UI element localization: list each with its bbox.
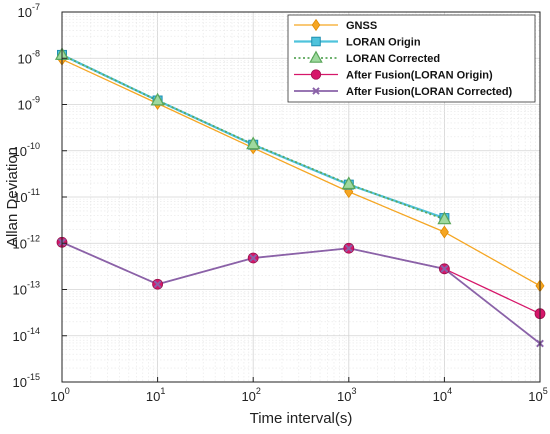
data-point (440, 264, 449, 273)
data-point-stroke (440, 264, 449, 273)
data-point (249, 254, 258, 262)
axis-ticks: 100 101 102 103 104 105 10-15 10-14 10-13 10-12 10… (13, 2, 548, 404)
data-point (439, 225, 449, 239)
x-tick-label: 101 (146, 386, 165, 404)
data-point-stroke (153, 280, 162, 289)
legend-marker (311, 36, 321, 47)
x-tick-label: 104 (433, 386, 452, 404)
y-axis-title: Allan Deviation (4, 147, 21, 247)
series-line-4 (61, 241, 541, 345)
data-point (344, 244, 353, 253)
x-tick-label: 105 (528, 386, 547, 404)
x-tick-label: 102 (241, 386, 260, 404)
x-tick-label: 100 (50, 386, 69, 404)
data-point-stroke (249, 254, 258, 262)
legend-box (287, 14, 536, 103)
y-tick-label: 10-8 (18, 48, 40, 66)
legend-marker (309, 50, 323, 63)
legend-label: LORAN Origin (346, 37, 421, 49)
y-tick-label: 10-12 (13, 233, 40, 251)
legend-label: GNSS (346, 20, 377, 32)
y-tick-label: 10-9 (18, 95, 40, 113)
x-axis-title: Time interval(s) (250, 410, 353, 427)
data-point (153, 280, 162, 289)
legend-marker (311, 18, 321, 32)
legend-marker-stroke (312, 87, 320, 95)
y-tick-label: 10-11 (13, 187, 40, 205)
y-tick-label: 10-14 (13, 326, 40, 344)
y-tick-label: 10-15 (13, 372, 40, 390)
legend-marker (312, 87, 320, 95)
legend: GNSS LORAN Origin LORAN Corrected After Fus… (287, 14, 536, 103)
y-tick-label: 10-10 (13, 141, 40, 159)
series-markers (54, 47, 546, 348)
legend-label: After Fusion(LORAN Corrected) (346, 86, 513, 98)
data-point (437, 211, 452, 225)
data-point (341, 176, 356, 190)
legend-marker (310, 69, 322, 80)
series-line-0 (61, 58, 541, 287)
y-tick-label: 10-13 (13, 280, 40, 298)
x-tick-label: 103 (337, 386, 356, 404)
legend-label: LORAN Corrected (346, 53, 440, 65)
data-point (150, 92, 165, 106)
legend-label: After Fusion(LORAN Origin) (346, 70, 493, 82)
y-tick-label: 10-7 (18, 2, 40, 20)
data-point (246, 136, 261, 150)
data-point-stroke (344, 244, 353, 253)
